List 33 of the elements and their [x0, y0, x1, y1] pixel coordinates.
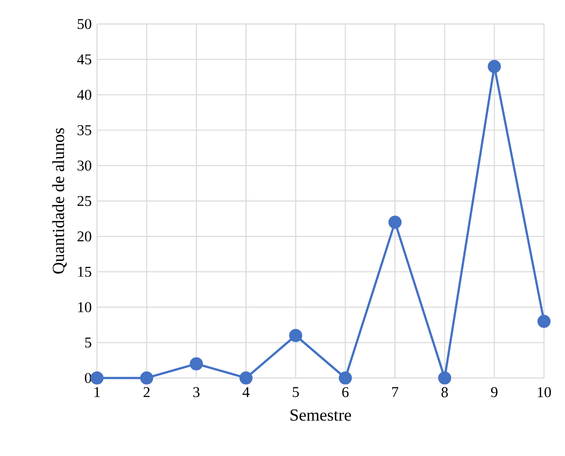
point: [289, 328, 302, 342]
y-tick-label: 15: [78, 266, 92, 277]
y-axis-title: Quantidade de alunos: [52, 128, 67, 274]
x-tick-label: 10: [538, 387, 551, 398]
point: [239, 371, 253, 385]
x-tick-label: 5: [292, 387, 299, 398]
point: [438, 371, 452, 385]
point: [190, 357, 203, 370]
y-tick-label: 30: [78, 160, 92, 171]
x-tick-label: 8: [441, 387, 448, 398]
y-tick-label: 5: [85, 338, 92, 348]
y-tick-label: 50: [78, 18, 92, 30]
point: [488, 60, 501, 74]
point: [388, 216, 402, 229]
x-axis-title: Semestre: [290, 409, 351, 421]
x-tick-label: 7: [392, 387, 398, 397]
x-tick-label: 9: [491, 387, 498, 398]
point: [338, 371, 352, 385]
y-tick-label: 10: [78, 302, 92, 312]
x-tick-label: 3: [193, 387, 200, 398]
y-tick-label: 35: [78, 125, 92, 136]
y-tick-label: 45: [77, 54, 92, 64]
x-tick-label: 4: [242, 387, 250, 397]
y-tick-label: 25: [78, 196, 92, 206]
x-tick-label: 1: [94, 387, 100, 398]
y-tick-label: 20: [78, 231, 92, 242]
x-tick-label: 6: [342, 387, 349, 398]
y-tick-label: 0: [84, 372, 92, 384]
point: [537, 314, 551, 328]
point: [140, 371, 154, 385]
x-tick-label: 2: [144, 387, 150, 398]
y-tick-label: 40: [77, 90, 92, 100]
point: [90, 371, 104, 385]
